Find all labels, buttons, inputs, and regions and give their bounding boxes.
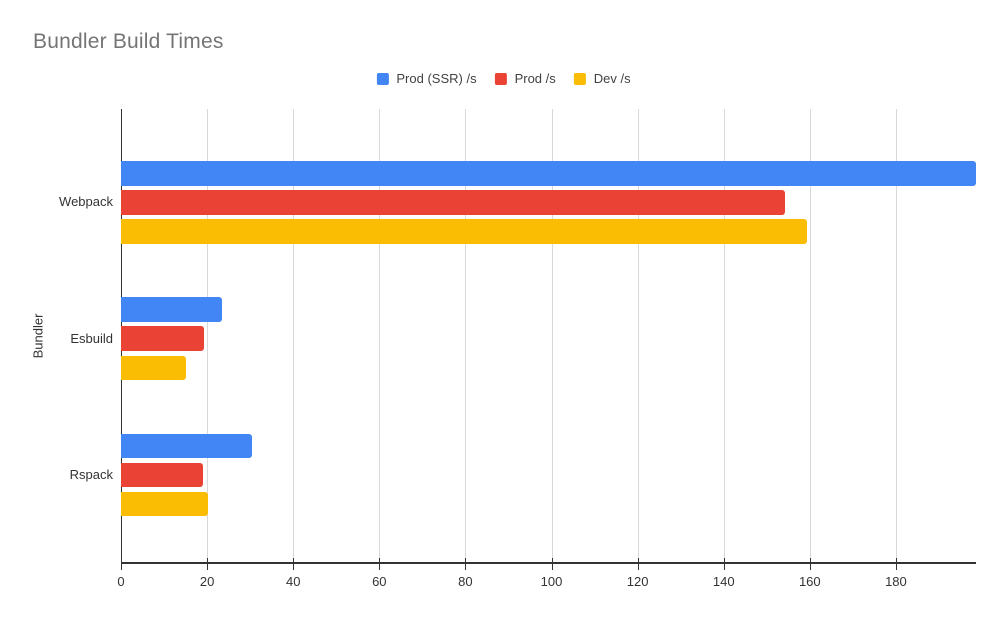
gridline-x-20 xyxy=(207,109,209,563)
legend: Prod (SSR) /s Prod /s Dev /s xyxy=(376,71,631,86)
legend-label: Prod (SSR) /s xyxy=(396,71,477,86)
bar-rspack-dev-s[interactable] xyxy=(121,491,208,517)
legend-swatch-dev-icon xyxy=(573,72,586,85)
bar-esbuild-prod-ssr-s[interactable] xyxy=(121,297,223,322)
legend-label: Prod /s xyxy=(514,71,556,86)
x-tick-label-160: 160 xyxy=(798,574,821,589)
gridline-x-60 xyxy=(379,109,381,563)
axis-tick-100 xyxy=(551,558,553,570)
legend-item-dev[interactable]: Dev /s xyxy=(573,71,631,86)
x-tick-label-20: 20 xyxy=(199,574,215,589)
bar-webpack-prod-s[interactable] xyxy=(121,190,786,215)
x-tick-label-100: 100 xyxy=(540,574,563,589)
chart-title: Bundler Build Times xyxy=(33,30,224,53)
axis-tick-0 xyxy=(121,558,122,570)
bar-webpack-dev-s[interactable] xyxy=(121,219,808,244)
category-label-webpack: Webpack xyxy=(59,194,113,210)
gridline-x-100 xyxy=(551,109,553,563)
legend-label: Dev /s xyxy=(593,71,631,86)
legend-swatch-prod-icon xyxy=(494,72,507,85)
plot-area xyxy=(121,109,976,570)
bar-esbuild-dev-s[interactable] xyxy=(121,355,186,380)
axis-tick-180 xyxy=(895,558,897,570)
x-tick-label-0: 0 xyxy=(117,574,125,589)
legend-item-prod[interactable]: Prod /s xyxy=(494,71,556,86)
gridline-x-160 xyxy=(809,109,811,563)
x-tick-label-140: 140 xyxy=(712,574,735,589)
x-tick-label-120: 120 xyxy=(626,574,649,589)
bar-esbuild-prod-s[interactable] xyxy=(121,326,204,351)
axis-tick-20 xyxy=(207,558,209,570)
bar-rspack-prod-s[interactable] xyxy=(121,462,203,488)
bar-webpack-prod-ssr-s[interactable] xyxy=(121,161,976,186)
x-tick-label-180: 180 xyxy=(885,574,907,589)
gridline-x-120 xyxy=(637,109,639,563)
category-label-esbuild: Esbuild xyxy=(70,330,113,346)
axis-tick-140 xyxy=(723,558,725,570)
gridline-x-80 xyxy=(465,109,467,563)
gridline-x-40 xyxy=(293,109,295,563)
gridline-x-180 xyxy=(895,109,897,563)
x-tick-label-80: 80 xyxy=(458,574,473,589)
axis-tick-40 xyxy=(293,558,295,570)
axis-tick-80 xyxy=(465,558,467,570)
category-label-rspack: Rspack xyxy=(69,466,113,482)
axis-tick-120 xyxy=(637,558,639,570)
gridline-x-140 xyxy=(723,109,725,563)
x-axis-line xyxy=(121,562,976,564)
axis-tick-60 xyxy=(379,558,381,570)
x-tick-label-60: 60 xyxy=(372,574,387,589)
legend-swatch-prod-ssr-icon xyxy=(376,72,389,85)
axis-tick-160 xyxy=(809,558,811,570)
legend-item-prod-ssr[interactable]: Prod (SSR) /s xyxy=(376,71,477,86)
x-tick-label-40: 40 xyxy=(285,574,301,589)
bar-rspack-prod-ssr-s[interactable] xyxy=(121,433,253,459)
